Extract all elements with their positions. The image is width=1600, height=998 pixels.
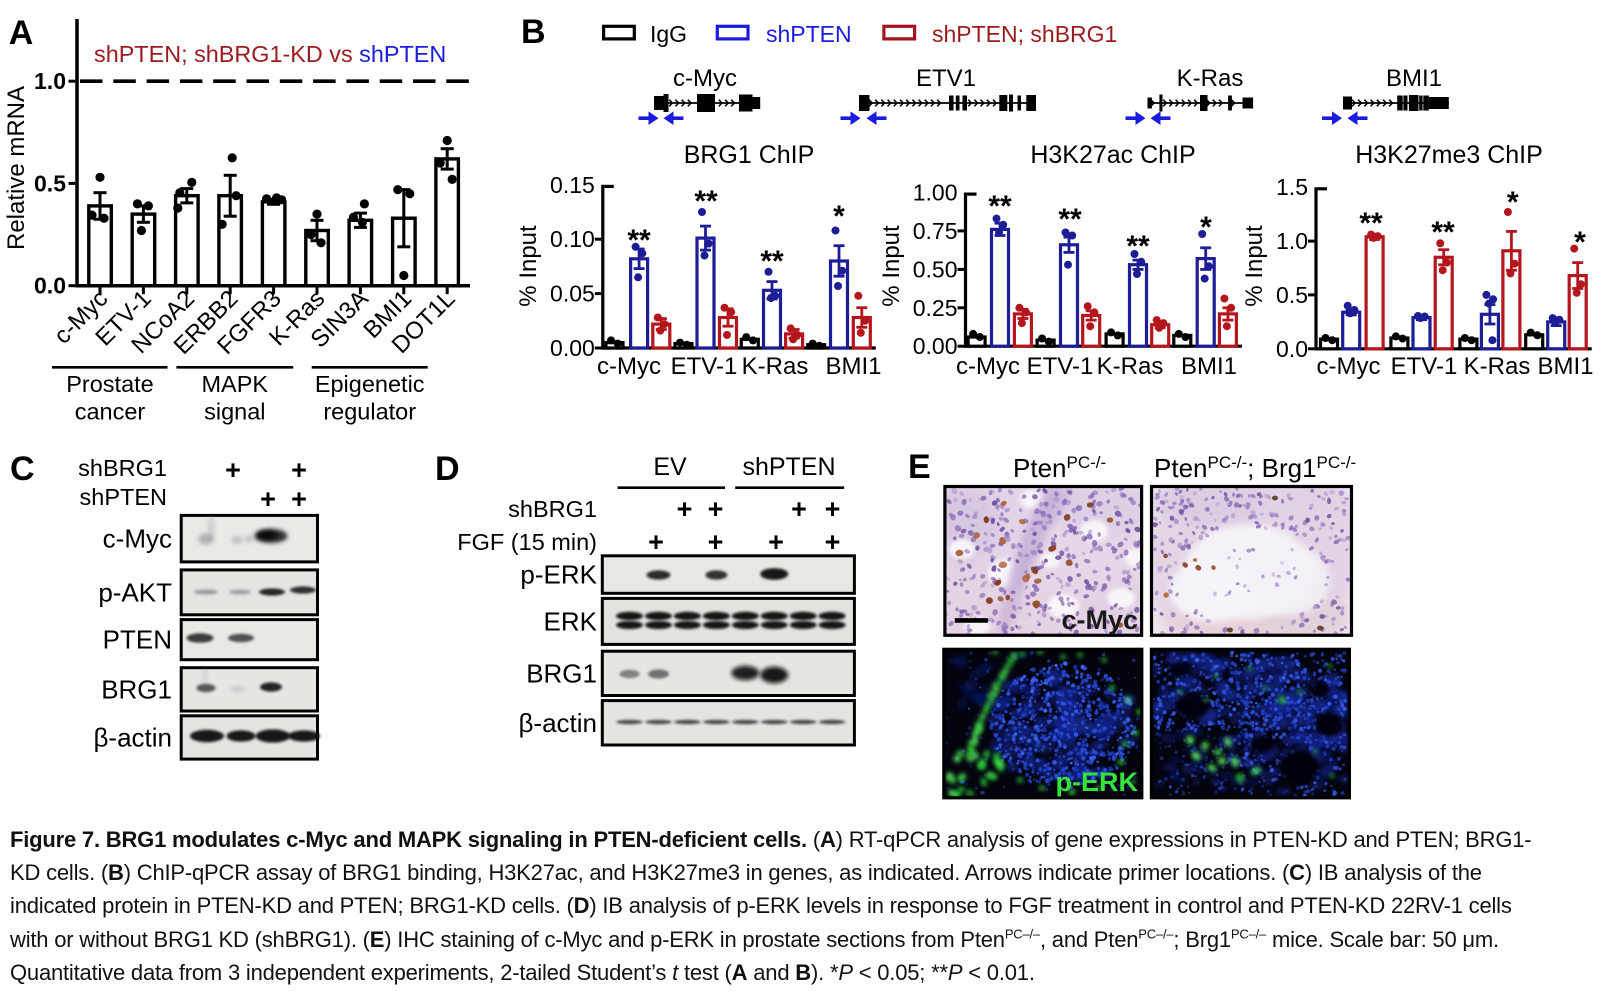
svg-text:PtenPC-/-: PtenPC-/- <box>1013 453 1106 483</box>
svg-text:c-Myc: c-Myc <box>1061 605 1138 635</box>
svg-text:**: ** <box>760 245 784 278</box>
svg-text:% Input: % Input <box>515 225 542 307</box>
svg-text:0.5: 0.5 <box>1276 282 1308 308</box>
svg-text:**: ** <box>627 224 651 257</box>
svg-text:*: * <box>833 200 845 233</box>
svg-text:c-Myc: c-Myc <box>103 524 172 554</box>
svg-text:**: ** <box>1058 203 1082 236</box>
svg-text:**: ** <box>988 190 1012 223</box>
svg-text:c-Myc: c-Myc <box>597 353 661 380</box>
svg-text:+: + <box>260 484 276 514</box>
svg-text:β-actin: β-actin <box>93 722 172 752</box>
svg-text:c-Myc: c-Myc <box>1317 353 1381 380</box>
svg-text:0.10: 0.10 <box>550 226 595 252</box>
svg-text:C: C <box>10 450 35 488</box>
svg-text:+: + <box>825 527 841 557</box>
svg-text:Prostate: Prostate <box>66 371 154 397</box>
svg-text:0.15: 0.15 <box>550 172 595 198</box>
svg-text:**: ** <box>1126 230 1150 263</box>
svg-text:shPTEN: shPTEN <box>80 484 168 510</box>
svg-text:0.00: 0.00 <box>550 335 595 361</box>
svg-text:ETV1: ETV1 <box>916 65 976 92</box>
svg-text:1.0: 1.0 <box>1276 228 1308 254</box>
svg-text:0.0: 0.0 <box>34 273 66 299</box>
svg-text:+: + <box>677 494 693 524</box>
svg-text:c-Myc: c-Myc <box>956 353 1020 380</box>
svg-text:**: ** <box>1359 207 1383 240</box>
svg-text:+: + <box>225 455 241 485</box>
svg-text:BRG1 ChIP: BRG1 ChIP <box>684 141 815 169</box>
svg-text:**: ** <box>1431 216 1455 249</box>
svg-text:% Input: % Input <box>1241 225 1268 307</box>
svg-text:BMI1: BMI1 <box>1181 353 1237 380</box>
svg-text:p-ERK: p-ERK <box>1056 767 1139 797</box>
svg-text:signal: signal <box>204 399 265 425</box>
svg-text:PTEN: PTEN <box>103 625 172 655</box>
svg-text:+: + <box>708 494 724 524</box>
svg-text:BMI1: BMI1 <box>1537 353 1593 380</box>
svg-text:+: + <box>291 484 307 514</box>
svg-text:K-Ras: K-Ras <box>742 353 809 380</box>
svg-text:ETV-1: ETV-1 <box>1391 353 1458 380</box>
svg-text:0.0: 0.0 <box>1276 336 1308 362</box>
svg-text:BMI1: BMI1 <box>825 353 881 380</box>
svg-text:1.5: 1.5 <box>1276 174 1308 200</box>
svg-text:BRG1: BRG1 <box>526 658 597 688</box>
svg-text:*: * <box>1507 186 1519 219</box>
svg-text:1.0: 1.0 <box>34 68 66 94</box>
svg-text:shPTEN: shPTEN <box>766 21 852 47</box>
svg-text:+: + <box>791 494 807 524</box>
svg-text:shBRG1: shBRG1 <box>508 496 597 522</box>
svg-text:+: + <box>768 527 784 557</box>
svg-text:IgG: IgG <box>650 21 687 47</box>
svg-text:*: * <box>1574 226 1586 259</box>
svg-text:p-ERK: p-ERK <box>520 560 597 590</box>
svg-text:PtenPC-/-; Brg1PC-/-: PtenPC-/-; Brg1PC-/- <box>1154 453 1356 483</box>
svg-text:0.05: 0.05 <box>550 281 595 307</box>
svg-text:K-Ras: K-Ras <box>1464 353 1531 380</box>
svg-text:ERK: ERK <box>544 606 598 636</box>
svg-text:B: B <box>521 13 546 51</box>
svg-text:0.50: 0.50 <box>913 256 958 282</box>
svg-text:shPTEN; shBRG1-KD vs shPTEN: shPTEN; shBRG1-KD vs shPTEN <box>94 41 446 67</box>
svg-text:Relative mRNA: Relative mRNA <box>3 86 30 250</box>
svg-text:0.75: 0.75 <box>913 218 958 244</box>
svg-text:EV: EV <box>653 453 687 481</box>
svg-text:0.5: 0.5 <box>34 170 66 196</box>
svg-text:c-Myc: c-Myc <box>673 65 737 92</box>
svg-text:+: + <box>708 527 724 557</box>
svg-text:+: + <box>291 455 307 485</box>
svg-text:regulator: regulator <box>323 399 416 425</box>
svg-text:H3K27me3 ChIP: H3K27me3 ChIP <box>1355 141 1543 169</box>
svg-text:**: ** <box>694 185 718 218</box>
svg-text:K-Ras: K-Ras <box>1097 353 1164 380</box>
svg-text:+: + <box>825 494 841 524</box>
svg-text:D: D <box>435 450 460 488</box>
svg-text:0.00: 0.00 <box>913 333 958 359</box>
svg-text:0.25: 0.25 <box>913 295 958 321</box>
svg-text:E: E <box>908 448 931 486</box>
svg-text:H3K27ac ChIP: H3K27ac ChIP <box>1030 141 1195 169</box>
svg-text:Epigenetic: Epigenetic <box>315 371 425 397</box>
svg-text:A: A <box>9 14 34 52</box>
svg-text:β-actin: β-actin <box>518 708 597 738</box>
svg-text:ETV-1: ETV-1 <box>671 353 738 380</box>
svg-text:% Input: % Input <box>878 225 905 307</box>
svg-text:BMI1: BMI1 <box>1386 65 1442 92</box>
svg-text:shBRG1: shBRG1 <box>78 455 167 481</box>
svg-text:1.00: 1.00 <box>913 180 958 206</box>
svg-text:*: * <box>1200 211 1212 244</box>
svg-text:p-AKT: p-AKT <box>98 577 172 607</box>
svg-text:FGF (15 min): FGF (15 min) <box>457 529 597 555</box>
svg-text:ETV-1: ETV-1 <box>1027 353 1094 380</box>
svg-text:cancer: cancer <box>75 399 146 425</box>
svg-text:MAPK: MAPK <box>201 371 268 397</box>
svg-text:shPTEN: shPTEN <box>742 453 835 481</box>
svg-text:BRG1: BRG1 <box>101 674 172 704</box>
svg-text:shPTEN; shBRG1: shPTEN; shBRG1 <box>932 21 1117 47</box>
svg-text:+: + <box>648 527 664 557</box>
svg-text:K-Ras: K-Ras <box>1177 65 1244 92</box>
